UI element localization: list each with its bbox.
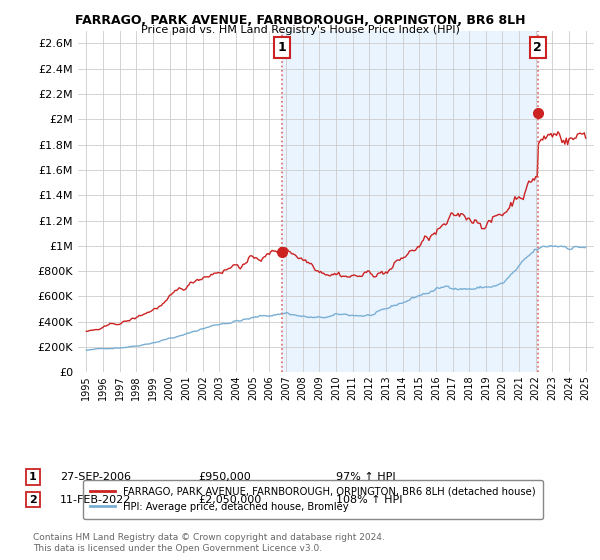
Legend: FARRAGO, PARK AVENUE, FARNBOROUGH, ORPINGTON, BR6 8LH (detached house), HPI: Ave: FARRAGO, PARK AVENUE, FARNBOROUGH, ORPIN…: [83, 480, 542, 519]
Bar: [282, 31, 538, 372]
Text: 2: 2: [29, 494, 37, 505]
Text: £2,050,000: £2,050,000: [198, 494, 261, 505]
Text: £950,000: £950,000: [198, 472, 251, 482]
Text: Price paid vs. HM Land Registry's House Price Index (HPI): Price paid vs. HM Land Registry's House …: [140, 25, 460, 35]
Text: FARRAGO, PARK AVENUE, FARNBOROUGH, ORPINGTON, BR6 8LH: FARRAGO, PARK AVENUE, FARNBOROUGH, ORPIN…: [75, 14, 525, 27]
Text: Contains HM Land Registry data © Crown copyright and database right 2024.
This d: Contains HM Land Registry data © Crown c…: [33, 534, 385, 553]
Text: 1: 1: [278, 41, 286, 54]
Text: 1: 1: [29, 472, 37, 482]
Text: 11-FEB-2022: 11-FEB-2022: [60, 494, 131, 505]
Text: 97% ↑ HPI: 97% ↑ HPI: [336, 472, 395, 482]
Text: 2: 2: [533, 41, 542, 54]
Text: 108% ↑ HPI: 108% ↑ HPI: [336, 494, 403, 505]
Text: 27-SEP-2006: 27-SEP-2006: [60, 472, 131, 482]
